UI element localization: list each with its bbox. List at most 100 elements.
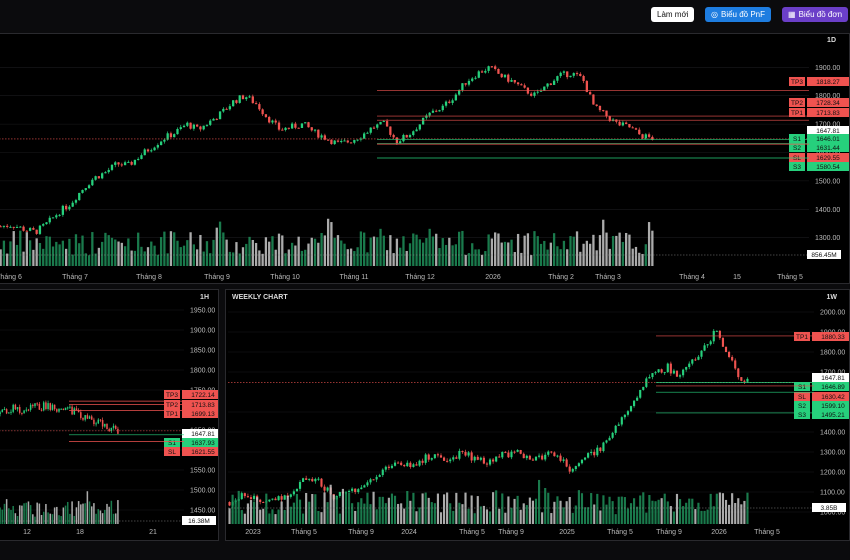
candle [45,222,48,225]
candle [159,141,163,146]
volume-bar [12,505,14,524]
volume-bar [22,251,25,266]
volume-bar [623,497,626,524]
candle [77,410,80,413]
volume-bar [27,501,30,524]
volume-bar [106,503,108,524]
candle [528,455,531,460]
volume-bar [32,249,35,266]
candle [51,404,54,410]
refresh-button[interactable]: Làm mới [651,7,695,22]
volume-bar [88,501,91,524]
candle [58,214,61,216]
candle [531,459,535,461]
volume-bar [399,247,402,266]
volume-bar [592,234,595,266]
candle [268,499,271,502]
candle [574,466,577,470]
level-tag-label: SL [168,449,176,456]
volume-bar [140,246,143,266]
level-value-box [812,401,849,410]
volume-bar [533,231,536,266]
level-tag-label: TP3 [166,392,178,399]
candle [387,466,390,468]
candle [199,126,202,130]
candle [539,90,543,92]
candle [262,501,265,503]
volume-bar [286,495,289,524]
hourly-chart-panel[interactable]: 1H 1950.001900.001850.001800.001750.0016… [0,289,219,541]
candle [156,145,159,148]
candle [317,478,320,480]
candle [700,350,703,357]
volume-bar [497,233,500,266]
volume-bar [406,491,409,524]
candle [706,344,709,346]
volume-bar [254,242,258,266]
volume-bar [516,495,519,524]
candle [5,409,8,414]
volume-bar [441,238,444,266]
daily-chart[interactable]: 1900.001800.001700.001600.001500.001400.… [0,34,850,284]
volume-bar [513,498,516,524]
volume-bar [435,233,438,266]
volume-bar [740,504,743,524]
candle [452,457,455,460]
candle [347,490,351,493]
candle [21,412,23,414]
volume-bar [212,239,215,266]
volume-bar [694,509,697,524]
candle [323,135,327,140]
candle [510,451,513,458]
volume-value-label: 16.38M [188,518,210,525]
candle [32,404,34,407]
volume-bar [700,510,703,524]
candle [32,228,35,230]
candle [617,424,620,426]
level-value-label: 1647.81 [191,431,215,438]
volume-bar [8,508,10,524]
volume-bar [42,248,45,266]
candle [64,407,67,410]
candle [602,110,605,112]
volume-bar [633,498,636,524]
candle [430,458,433,460]
candle [349,142,353,144]
x-tick-label: Tháng 8 [136,274,162,281]
candle [537,455,541,457]
volume-bar [317,510,320,524]
candle [68,206,71,210]
volume-bar [384,503,387,524]
volume-bar [222,232,225,266]
level-value-box [182,390,218,399]
y-tick-label: 1700.00 [815,122,840,129]
level-tag [164,438,180,447]
weekly-chart[interactable]: 2000.001900.001800.001700.001500.001400.… [226,290,850,541]
x-tick-label: Tháng 5 [291,529,317,536]
candle [378,475,381,477]
candle [29,404,32,410]
single-chart-button[interactable]: ▦ Biểu đồ đơn [782,7,849,22]
hourly-chart[interactable]: 1950.001900.001850.001800.001750.001650.… [0,290,219,541]
daily-chart-panel[interactable]: 1D 1900.001800.001700.001600.001500.0014… [0,33,850,284]
volume-bar [709,493,712,524]
level-value-label: 1647.81 [816,128,840,135]
volume-bar [277,233,281,266]
candle [571,469,574,472]
candle [565,459,568,467]
weekly-chart-panel[interactable]: WEEKLY CHART 1W 2000.001900.001800.00170… [225,289,850,541]
level-tag-label: SL [793,155,801,162]
candle [688,363,691,368]
x-tick-label: 15 [733,274,741,281]
candle [18,407,21,413]
candle [623,414,626,418]
candle [369,127,372,133]
volume-bar [228,251,232,266]
candle [2,225,6,227]
candle [520,84,523,86]
candle [467,452,470,456]
candle [225,108,228,110]
candle [363,485,366,488]
y-tick-label: 1400.00 [815,207,840,214]
pnf-chart-button[interactable]: ◎ Biểu đồ PnF [705,7,772,22]
